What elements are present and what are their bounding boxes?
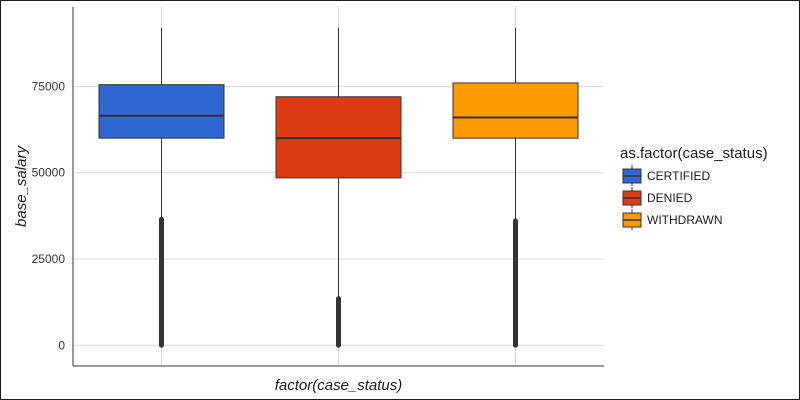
y-tick-label: 50000 [32, 166, 66, 180]
legend-label-certified: CERTIFIED [647, 169, 710, 183]
legend-label-denied: DENIED [647, 191, 693, 205]
y-tick-label: 75000 [32, 79, 66, 93]
box-certified [98, 84, 225, 139]
legend-title: as.factor(case_status) [620, 145, 768, 162]
x-axis-title: factor(case_status) [275, 377, 403, 394]
y-tick-label: 25000 [32, 252, 66, 266]
box-withdrawn [452, 82, 579, 139]
y-axis-title: base_salary [13, 145, 30, 227]
y-tick-label: 0 [58, 338, 65, 352]
legend-label-withdrawn: WITHDRAWN [647, 213, 723, 227]
